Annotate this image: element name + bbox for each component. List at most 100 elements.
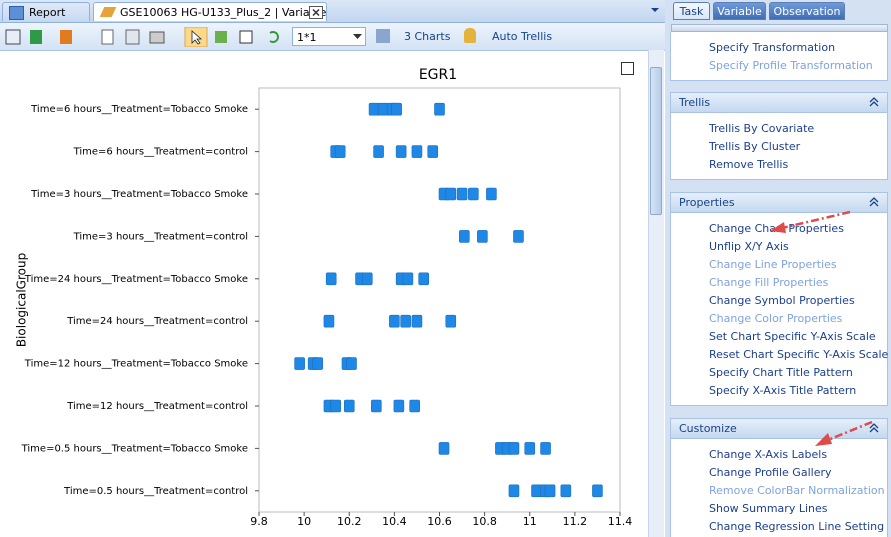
- item-list: Change X-Axis Labels Change Profile Galle…: [671, 439, 887, 537]
- x-tick-label: 10.6: [427, 515, 452, 528]
- icon: [99, 7, 117, 17]
- item-list: Trellis By Covariate Trellis By Cluster Re…: [671, 113, 887, 179]
- marker: [368, 102, 380, 116]
- marker: [409, 399, 420, 413]
- y-tick-label: Time=3 hours__Treatment=control: [73, 231, 248, 242]
- task-link[interactable]: Specify X-Axis Title Pattern: [709, 384, 857, 397]
- item-list: Specify Transformation Specify Profile Tr…: [671, 32, 887, 80]
- marker: [411, 145, 423, 158]
- pane-tab[interactable]: Task: [673, 2, 710, 20]
- icon: [9, 6, 24, 20]
- toolbar: 1*1 3 Charts Auto Trellis: [0, 23, 665, 51]
- marker: [393, 399, 405, 413]
- y-tick-label: Time=12 hours__Treatment=Tobacco Smoke: [24, 359, 248, 370]
- pane-tabs: Task Variable Observation: [668, 0, 891, 22]
- x-tick-label: 10.4: [382, 515, 407, 528]
- task-pane: Task Variable Observation Specify Transfor…: [668, 0, 891, 537]
- y-tick-label: Time=6 hours__Treatment=control: [73, 147, 248, 158]
- task-link[interactable]: Specify Chart Title Pattern: [709, 366, 853, 379]
- marker: [391, 102, 402, 116]
- icon: [464, 28, 476, 43]
- x-tick-label: 11.2: [563, 515, 588, 528]
- task-link: Specify Profile Transformation: [709, 59, 873, 72]
- dropdown-arrow[interactable]: [650, 6, 660, 14]
- tab-label: Report: [29, 6, 66, 19]
- y-tick-label: Time=0.5 hours__Treatment=control: [63, 486, 248, 497]
- task-link[interactable]: Set Chart Specific Y-Axis Scale: [709, 330, 876, 343]
- tab[interactable]: GSE10063 HG-U133_Plus_2 | Variable: [93, 2, 327, 21]
- pane-tab[interactable]: Observation: [769, 2, 845, 20]
- x-tick-label: 10: [297, 515, 311, 528]
- task-link[interactable]: Show Summary Lines: [709, 502, 828, 515]
- trellis-button[interactable]: Auto Trellis: [492, 30, 553, 43]
- marker: [445, 314, 457, 328]
- marker: [346, 357, 357, 370]
- close-button[interactable]: [309, 6, 323, 19]
- marker: [434, 102, 445, 116]
- task-link[interactable]: Trellis By Cluster: [709, 140, 801, 153]
- combo-arrow: [353, 34, 362, 39]
- task-link: Change Fill Properties: [709, 276, 829, 289]
- x-tick-label: 10.2: [337, 515, 362, 528]
- task-link: Change Line Properties: [709, 258, 837, 271]
- marker: [468, 187, 479, 201]
- task-link: Remove ColorBar Normalization: [709, 484, 885, 497]
- item-list: Change Chart Properties Unflip X/Y Axis Ch…: [671, 213, 889, 405]
- task-section: Trellis Trellis By Covariate Trellis By Cl…: [670, 92, 888, 180]
- marker: [560, 484, 572, 498]
- marker: [343, 399, 355, 413]
- marker: [389, 314, 400, 328]
- marker: [323, 314, 335, 328]
- marker: [400, 314, 411, 328]
- pane-tab[interactable]: Variable: [713, 2, 766, 20]
- marker: [438, 442, 450, 455]
- layout-combo[interactable]: 1*1: [292, 27, 366, 46]
- task-link[interactable]: Change Profile Gallery: [709, 466, 832, 479]
- marker: [477, 230, 488, 243]
- marker: [373, 145, 384, 158]
- marker: [371, 399, 382, 413]
- toolbar-icons[interactable]: [4, 27, 289, 47]
- task-link[interactable]: Trellis By Covariate: [709, 122, 815, 135]
- marker: [531, 484, 542, 498]
- scroll-thumb[interactable]: [650, 67, 662, 215]
- task-section: Specify Transformation Specify Profile Tr…: [670, 32, 888, 81]
- charts-button[interactable]: 3 Charts: [404, 30, 451, 43]
- chart-title: EGR1: [419, 67, 457, 83]
- plot-area: [258, 87, 621, 513]
- collapse-icon[interactable]: [869, 197, 879, 207]
- task-sections: Specify Transformation Specify Profile Tr…: [670, 32, 889, 537]
- scrollbar[interactable]: [648, 50, 664, 537]
- collapse-icon[interactable]: [869, 423, 879, 433]
- marker: [312, 357, 323, 370]
- marker: [456, 187, 468, 201]
- marker: [540, 442, 551, 455]
- collapse-icon[interactable]: [869, 97, 879, 107]
- marker: [411, 314, 423, 328]
- task-link[interactable]: Change Regression Line Setting: [709, 520, 885, 533]
- y-tick-label: Time=24 hours__Treatment=control: [66, 316, 248, 327]
- annotation-arrow: [815, 420, 873, 446]
- section-header[interactable]: Properties: [671, 193, 887, 213]
- task-link[interactable]: Change Symbol Properties: [709, 294, 855, 307]
- document-pane: Report GSE10063 HG-U133_Plus_2 | Variabl…: [0, 0, 665, 537]
- task-link[interactable]: Remove Trellis: [709, 158, 789, 171]
- section-header[interactable]: Trellis: [671, 93, 887, 113]
- section-header[interactable]: Customize: [671, 419, 887, 439]
- icon: [376, 29, 390, 43]
- y-tick-label: Time=12 hours__Treatment=control: [66, 401, 248, 412]
- task-link[interactable]: Change X-Axis Labels: [709, 448, 828, 461]
- combo-value: 1*1: [297, 31, 317, 44]
- task-link[interactable]: Specify Transformation: [709, 41, 836, 54]
- task-link: Change Color Properties: [709, 312, 843, 325]
- tab[interactable]: Report: [2, 2, 90, 21]
- y-axis-title: BiologicalGroup: [15, 253, 29, 347]
- task-link[interactable]: Unflip X/Y Axis: [709, 240, 789, 253]
- task-link[interactable]: Reset Chart Specific Y-Axis Scale: [709, 348, 889, 361]
- x-tick-label: 11: [523, 515, 537, 528]
- checkbox[interactable]: [621, 62, 634, 75]
- document-tabs: Report GSE10063 HG-U133_Plus_2 | Variabl…: [0, 0, 665, 23]
- marker: [418, 272, 430, 286]
- pane-scroll-button[interactable]: [671, 24, 888, 32]
- marker: [445, 187, 457, 201]
